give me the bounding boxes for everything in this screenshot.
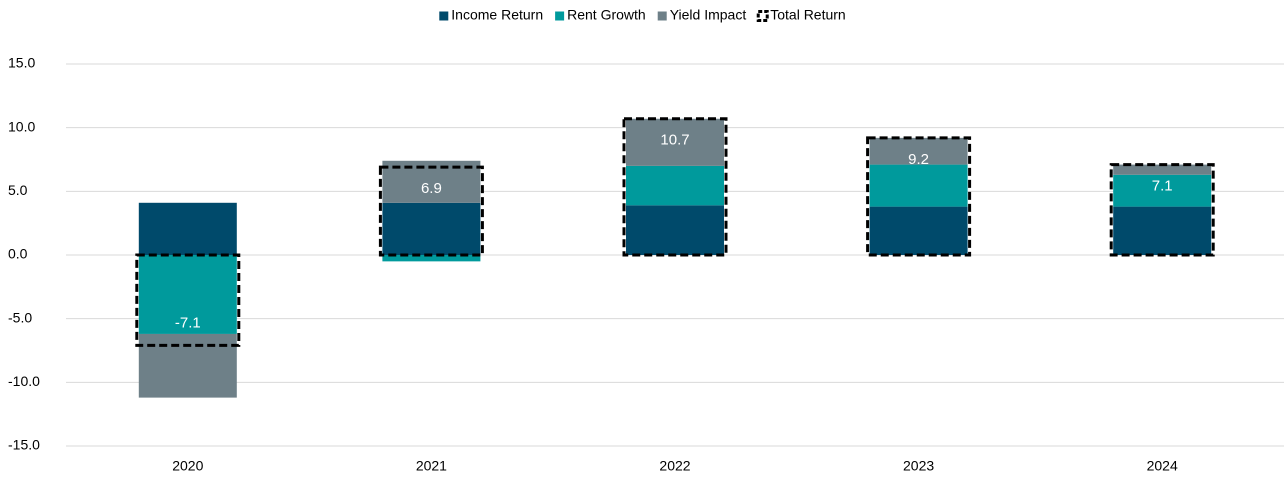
- total-box: [1109, 163, 1215, 257]
- y-tick-label: -15.0: [8, 437, 40, 453]
- total-box: [135, 253, 241, 347]
- legend-label: Rent Growth: [567, 7, 646, 23]
- legend-label: Income Return: [451, 7, 543, 23]
- bar-segment: [869, 137, 968, 165]
- total-box: [378, 165, 484, 257]
- x-tick-label: 2024: [1147, 458, 1178, 474]
- legend-swatch: [657, 11, 667, 21]
- bar-segment: [138, 255, 237, 334]
- data-label: 6.9: [421, 180, 442, 197]
- bar-segment: [869, 164, 968, 207]
- bar-segment: [1113, 206, 1212, 255]
- data-label: 7.1: [1152, 178, 1173, 195]
- bar-segment: [1113, 164, 1212, 175]
- y-tick-label: 15.0: [8, 55, 35, 71]
- y-tick-label: 10.0: [8, 118, 35, 134]
- x-tick-label: 2021: [416, 458, 447, 474]
- bar-segment: [382, 255, 481, 262]
- bar-segment: [626, 205, 724, 255]
- legend-swatch: [756, 10, 769, 22]
- legend-label: Yield Impact: [670, 7, 747, 23]
- legend: Income Return Rent Growth Yield Impact Tota…: [439, 7, 846, 23]
- x-tick-label: 2022: [659, 458, 690, 474]
- total-box: [622, 117, 728, 257]
- legend-swatch: [555, 11, 565, 21]
- bar-segment: [869, 206, 968, 255]
- legend-swatch: [439, 11, 449, 21]
- bar-segment: [626, 118, 724, 166]
- y-tick-label: 5.0: [8, 182, 28, 198]
- y-tick-label: -5.0: [8, 309, 32, 325]
- data-label: 10.7: [660, 132, 689, 149]
- bar-segment: [382, 202, 481, 255]
- total-box: [866, 136, 972, 257]
- x-tick-label: 2023: [903, 458, 934, 474]
- bar-segment: [626, 165, 724, 206]
- y-tick-label: 0.0: [8, 246, 28, 262]
- bar-segment: [138, 333, 237, 398]
- bar-segment: [1113, 174, 1212, 207]
- legend-label: Total Return: [770, 7, 845, 23]
- data-label: -7.1: [175, 314, 201, 331]
- y-tick-label: -10.0: [8, 373, 40, 389]
- bar-segment: [138, 202, 237, 255]
- x-tick-label: 2020: [172, 458, 203, 474]
- data-label: 9.2: [908, 151, 929, 168]
